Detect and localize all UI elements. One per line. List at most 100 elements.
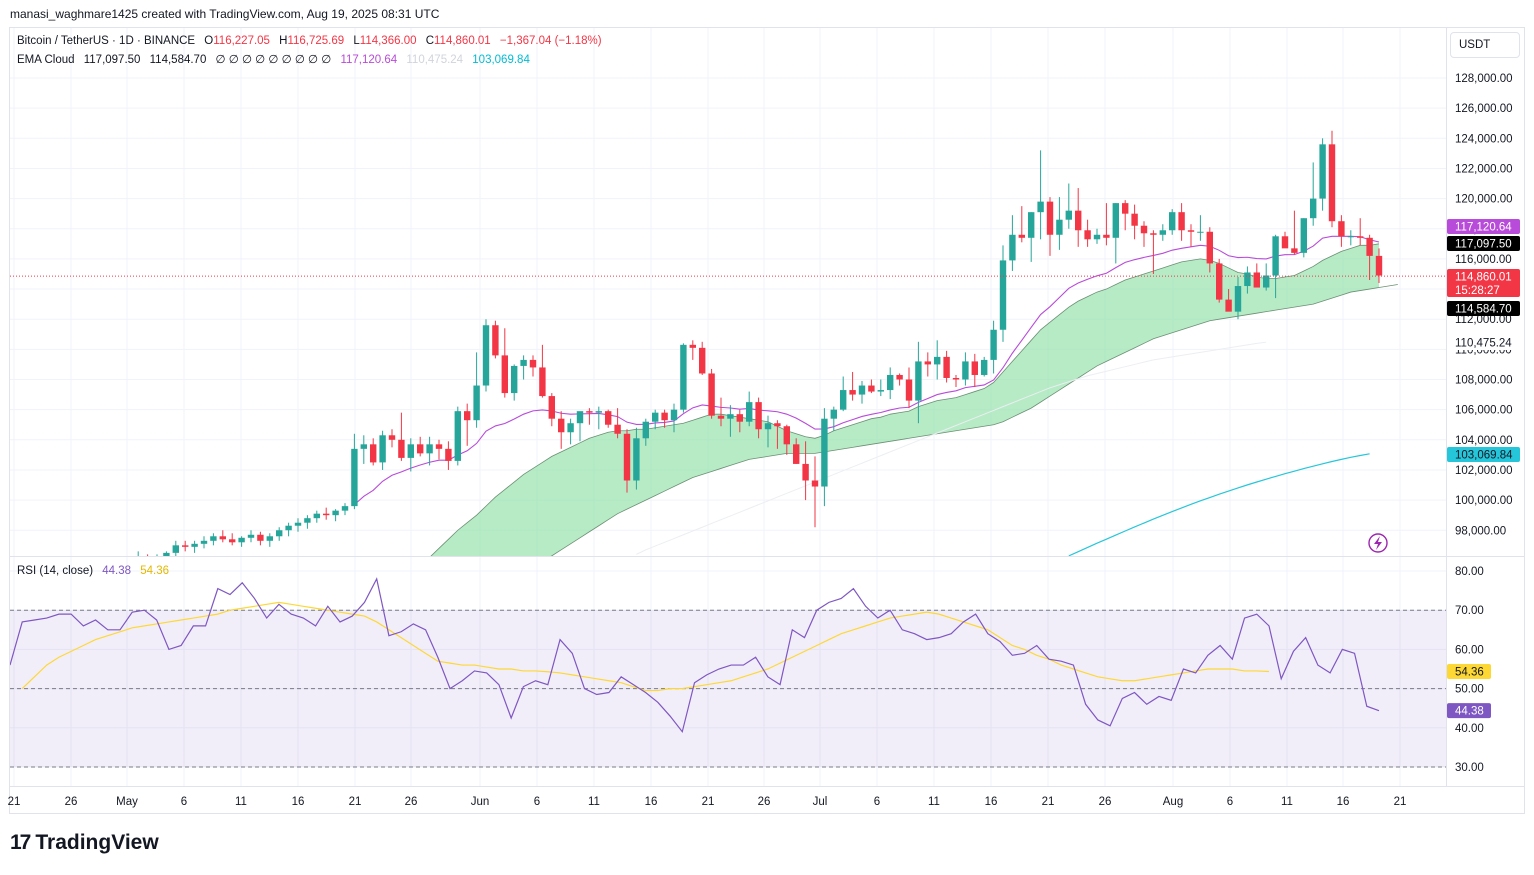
candle [247,530,255,543]
candle [821,408,828,507]
candle-body [868,385,875,392]
ema-long-line [1068,453,1370,556]
legend-symbol[interactable]: Bitcoin / TetherUS · 1D · BINANCE [17,35,196,47]
price-label-text: 103,069.84 [1455,450,1513,462]
rsi-line [10,577,1380,734]
candle-body [849,390,856,395]
legend-ema-v1: 117,097.50 [83,54,141,66]
candle-body [1206,231,1213,264]
candle-body [1065,210,1072,220]
candle-body [1056,219,1063,235]
candle [1028,212,1035,262]
candle-body [1084,230,1091,240]
time-tick-label: 21 [702,796,715,808]
candle-body [229,539,236,543]
candle [558,411,565,449]
candle [1009,215,1016,271]
candle [811,456,819,528]
candle [943,350,950,383]
candle-body [1300,218,1307,253]
candle [990,320,997,374]
price-label-plain: 110,475.24 [1447,335,1520,350]
candle [1122,200,1129,231]
candle [445,441,452,470]
candle-body [1357,236,1364,238]
time-axis: 21 26 May 6 11 16 21 26 Jun 6 11 16 21 26 Jul 6 11 16 21 26… [8,796,1407,808]
time-tick-label: 6 [874,796,880,808]
candle [294,518,302,532]
candle-body [1310,198,1317,219]
candle [548,393,555,427]
candle [1338,215,1345,247]
candle [351,433,358,510]
candle [1291,210,1298,255]
rsi-pane [10,577,1446,768]
logo-text: TradingView [35,831,159,854]
candle [793,438,800,464]
time-tick-label: May [116,796,138,808]
candle-body [1112,203,1119,238]
price-tick-label: 102,000.00 [1455,465,1513,477]
candle-body [445,448,452,461]
price-axis: 128,000.00 126,000.00 124,000.00 122,000.00… [1447,73,1520,537]
candle-body [464,411,471,421]
candle [1103,203,1110,246]
credit-text: manasi_waghmare1425 created with Trading… [10,7,440,21]
candle [981,356,988,377]
candle [708,368,715,419]
candle-body [304,518,311,523]
time-tick-label: 16 [985,796,998,808]
candle-body [755,402,762,430]
candle [229,533,236,546]
candle-body [276,530,283,537]
candles [137,130,1383,556]
rsi-value-badge-text: 44.38 [1455,706,1484,718]
candle-body [1234,286,1242,312]
candle-body [1169,212,1176,231]
lightning-icon[interactable] [1368,533,1388,553]
rsi-tick-label: 40.00 [1455,723,1484,735]
candle [1225,289,1232,312]
currency-button[interactable]: USDT [1450,32,1520,58]
candle [661,409,668,428]
price-label-text: 117,097.50 [1455,239,1512,251]
candle [379,430,386,470]
legend-o-label: O [204,35,214,47]
legend-rsi-name[interactable]: RSI (14, close) [17,565,94,577]
tradingview-logo[interactable]: 17 TradingView [10,831,159,855]
legend-ema-v4: 110,475.24 [406,54,464,66]
price-pane [10,130,1446,556]
candle [971,353,978,388]
candle-body [689,344,696,348]
rsi-axis: 80.00 70.00 60.00 50.00 40.00 30.00 54.36 44.38 [1447,566,1491,774]
candle-body [172,545,179,553]
candle-body [1197,231,1204,233]
rsi-value-badge: 44.38 [1447,703,1491,719]
candle-body [1253,272,1260,288]
price-label-ema_fast: 117,120.64 [1447,219,1520,234]
candle-body [341,506,349,511]
candle [934,340,941,380]
candle [1244,266,1251,294]
candle-body [708,373,715,416]
candle [605,409,612,428]
time-tick-label: 21 [1042,796,1055,808]
candle [332,509,339,522]
candle [1018,206,1025,243]
candle [1178,203,1185,241]
legend-ema-v5: 103,069.84 [472,54,530,66]
candle-body [915,361,922,401]
candle [388,429,396,448]
candle [1131,204,1138,240]
candle-body [877,390,884,392]
candle-body [558,418,565,433]
price-tick-label: 106,000.00 [1455,405,1513,417]
candle [370,438,377,466]
price-tick-label: 126,000.00 [1455,103,1513,115]
legend-ema-name[interactable]: EMA Cloud [17,54,75,66]
price-tick-label: 116,000.00 [1455,254,1512,266]
candle [877,379,884,397]
candle-body [454,411,461,461]
